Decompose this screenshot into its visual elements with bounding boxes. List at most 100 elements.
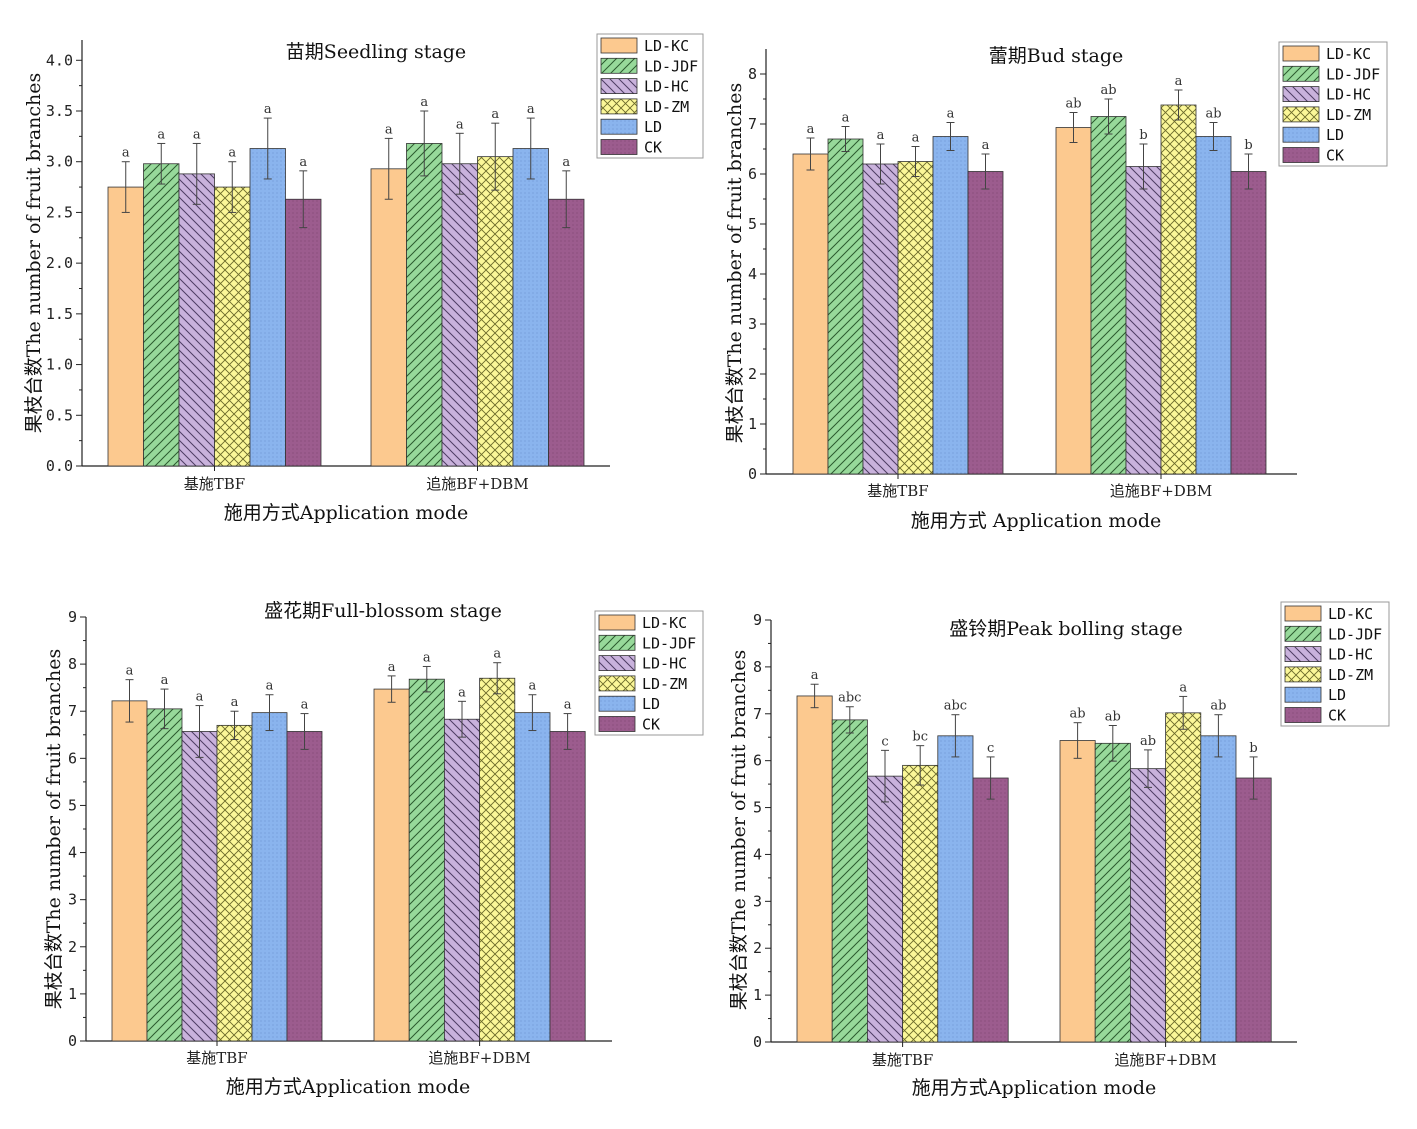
bar-ld-kc	[1059, 740, 1096, 1043]
y-tick-label: 1	[748, 415, 757, 433]
significance-label: ab	[1205, 107, 1221, 122]
bar-ld	[514, 712, 551, 1042]
bar-ld	[1200, 735, 1237, 1043]
significance-label: bc	[912, 730, 928, 745]
legend-label: LD-KC	[644, 37, 689, 55]
bar-ld-jdf	[1094, 742, 1131, 1043]
legend-swatch-ld-kc	[1282, 45, 1320, 62]
significance-label: a	[388, 660, 396, 675]
legend-swatch-ld-zm	[600, 98, 638, 115]
legend-label: LD	[1326, 126, 1344, 144]
bar-ld-jdf	[146, 708, 183, 1042]
significance-label: a	[842, 111, 850, 126]
bar-ld-hc	[441, 163, 478, 467]
significance-label: a	[299, 155, 307, 170]
legend-swatch-ld	[1284, 686, 1322, 703]
legend: LD-KC LD-JDF LD-HC LD-ZM LD CK	[596, 33, 704, 159]
bar-ck	[549, 731, 586, 1042]
legend-label: LD-HC	[1328, 646, 1373, 664]
y-tick-label: 3.0	[46, 153, 73, 171]
legend-label: LD-JDF	[642, 634, 696, 652]
y-tick-label: 8	[748, 65, 757, 83]
bar-ld-hc	[1125, 166, 1162, 475]
legend-label: LD-JDF	[644, 57, 698, 75]
legend-label: LD-JDF	[1328, 625, 1382, 643]
y-tick-label: 9	[68, 608, 77, 626]
bar-ld-jdf	[143, 163, 180, 467]
significance-label: ab	[1070, 707, 1086, 722]
y-tick-label: 2	[748, 365, 757, 383]
legend-swatch-ld-kc	[1284, 605, 1322, 622]
bar-ld-kc	[370, 168, 407, 467]
y-tick-label: 4	[748, 265, 757, 283]
y-tick-label: 1	[68, 985, 77, 1003]
legend-label: CK	[644, 139, 662, 157]
bar-ld	[932, 136, 969, 475]
legend-label: LD-KC	[1326, 45, 1371, 63]
bar-ld-kc	[792, 153, 829, 475]
y-tick-label: 2.0	[46, 254, 73, 272]
significance-label: a	[301, 698, 309, 713]
significance-label: a	[126, 664, 134, 679]
legend-label: CK	[1326, 147, 1344, 165]
y-tick-label: 4	[753, 845, 762, 863]
x-axis-label: 施用方式Application mode	[224, 502, 468, 524]
legend-swatch-ld-hc	[600, 78, 638, 94]
legend-label: LD-HC	[642, 655, 687, 673]
y-tick-label: 0	[748, 465, 757, 483]
y-tick-label: 0.5	[46, 406, 73, 424]
bar-ld-zm	[1165, 712, 1202, 1043]
y-tick-label: 8	[68, 655, 77, 673]
y-tick-label: 9	[753, 611, 762, 629]
x-axis-label: 施用方式Application mode	[226, 1076, 470, 1098]
bar-ld	[937, 735, 974, 1043]
chart-title: 盛花期Full-blossom stage	[264, 600, 502, 622]
significance-label: ab	[1105, 710, 1121, 725]
bar-ld-zm	[216, 724, 253, 1042]
bar-ck	[285, 198, 322, 467]
significance-label: a	[231, 695, 239, 710]
legend-label: LD-HC	[1326, 86, 1371, 104]
bar-ld	[251, 712, 288, 1042]
y-tick-label: 4.0	[46, 51, 73, 69]
bar-ld	[249, 148, 286, 467]
y-tick-label: 2	[753, 939, 762, 957]
x-tick-label: 基施TBF	[867, 482, 928, 500]
y-tick-label: 3	[748, 315, 757, 333]
legend-swatch-ck	[600, 139, 638, 155]
significance-label: a	[385, 122, 393, 137]
legend-label: LD-ZM	[644, 98, 689, 116]
significance-label: a	[423, 650, 431, 665]
y-tick-label: 3	[753, 892, 762, 910]
legend-box	[1280, 601, 1390, 727]
bar-ck	[548, 198, 585, 467]
legend-swatch-ck	[1284, 707, 1322, 723]
legend-label: LD	[644, 118, 662, 136]
significance-label: b	[1244, 138, 1252, 153]
legend-swatch-ld	[1282, 126, 1320, 143]
y-tick-label: 4	[68, 844, 77, 862]
significance-label: a	[122, 146, 130, 161]
legend-label: LD-ZM	[1328, 666, 1373, 684]
bar-ld-jdf	[406, 143, 443, 467]
bar-ck	[972, 777, 1009, 1043]
significance-label: ab	[1100, 83, 1116, 98]
significance-label: c	[987, 741, 994, 756]
x-tick-label: 追施BF+DBM	[428, 1049, 530, 1067]
x-tick-label: 基施TBF	[184, 475, 245, 493]
bar-ld-hc	[867, 775, 904, 1043]
significance-label: a	[456, 117, 464, 132]
significance-label: a	[807, 122, 815, 137]
legend-swatch-ld-jdf	[600, 57, 638, 74]
bar-ld-zm	[897, 161, 934, 475]
legend-swatch-ld-jdf	[1282, 65, 1320, 82]
x-tick-label: 追施BF+DBM	[1110, 482, 1212, 500]
legend-box	[596, 33, 704, 159]
legend-label: LD-HC	[644, 78, 689, 96]
legend: LD-KC LD-JDF LD-HC LD-ZM LD CK	[1280, 601, 1390, 727]
chart-title: 蕾期Bud stage	[989, 45, 1124, 67]
legend-label: LD-KC	[1328, 605, 1373, 623]
significance-label: a	[228, 146, 236, 161]
bar-ld-hc	[1130, 768, 1167, 1043]
